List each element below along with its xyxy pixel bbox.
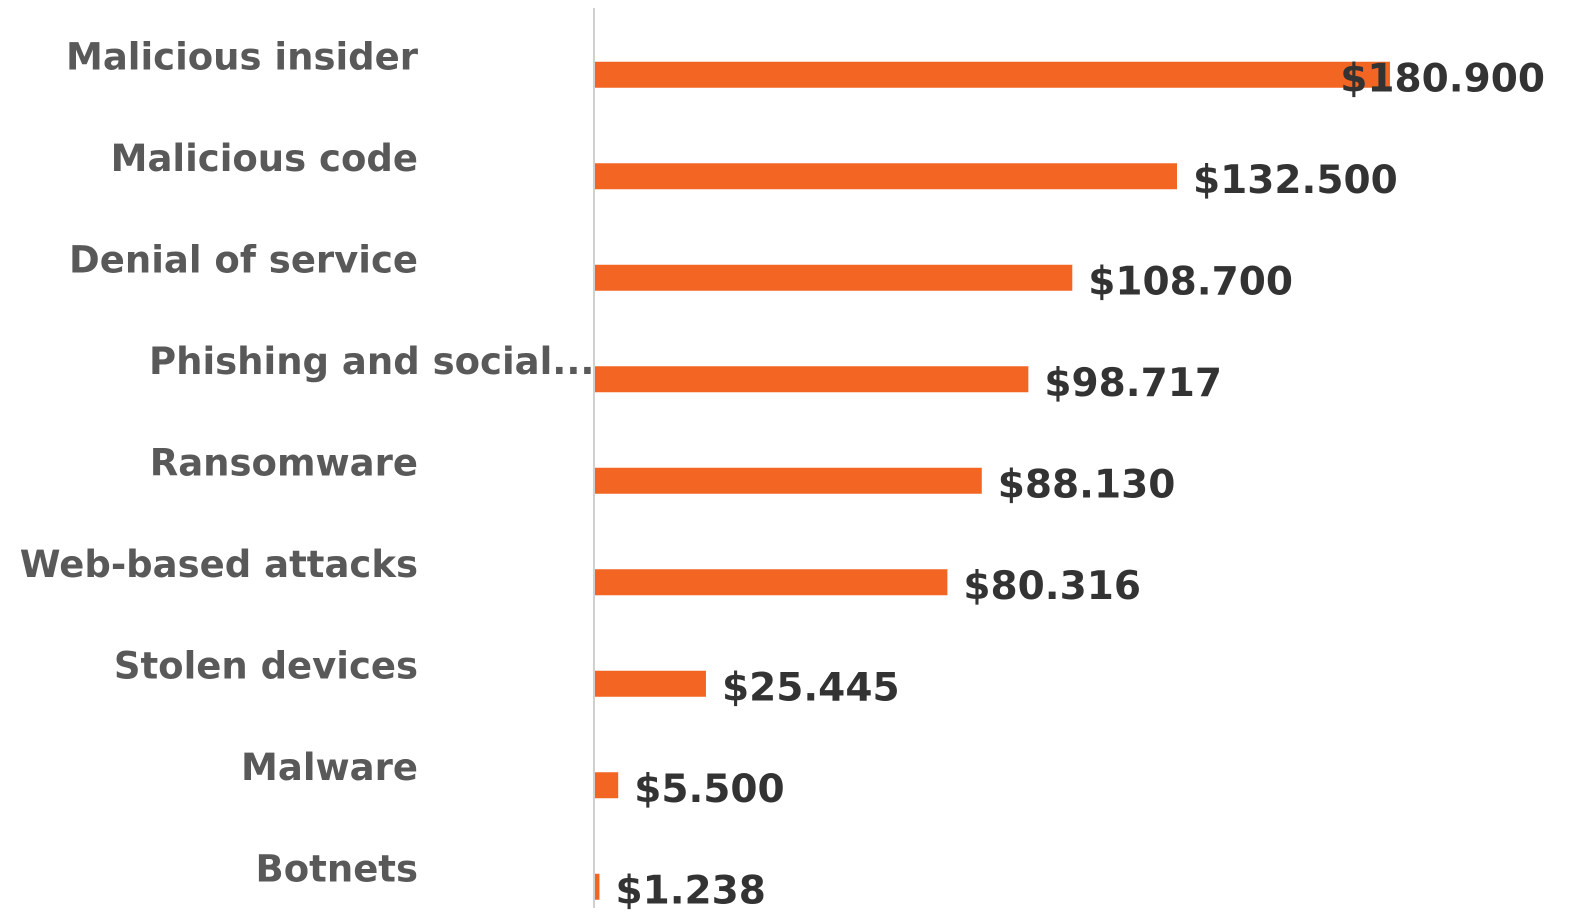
- value-label: $80.316: [963, 564, 1141, 609]
- bar: [594, 873, 600, 900]
- category-label: Malware: [241, 746, 418, 789]
- bar: [594, 467, 982, 494]
- bar: [594, 772, 619, 799]
- value-label: $5.500: [634, 767, 785, 812]
- category-label: Malicious code: [111, 137, 418, 180]
- category-label: Botnets: [256, 847, 418, 890]
- bar: [594, 61, 1390, 88]
- bar: [594, 163, 1177, 190]
- category-label: Web-based attacks: [20, 543, 418, 586]
- value-label: $98.717: [1044, 361, 1222, 406]
- category-label: Malicious insider: [66, 35, 419, 78]
- category-label: Denial of service: [69, 238, 418, 281]
- category-label: Ransomware: [150, 441, 418, 484]
- bar: [594, 569, 948, 596]
- category-label: Phishing and social...: [149, 340, 594, 383]
- bar: [594, 366, 1029, 393]
- category-label: Stolen devices: [114, 644, 418, 687]
- value-label: $88.130: [998, 462, 1176, 507]
- value-label: $180.900: [1340, 56, 1545, 101]
- bar: [594, 670, 706, 697]
- value-label: $1.238: [615, 868, 766, 913]
- value-label: $108.700: [1088, 259, 1293, 304]
- value-label: $25.445: [722, 665, 900, 710]
- bar: [594, 264, 1073, 291]
- value-label: $132.500: [1193, 158, 1398, 203]
